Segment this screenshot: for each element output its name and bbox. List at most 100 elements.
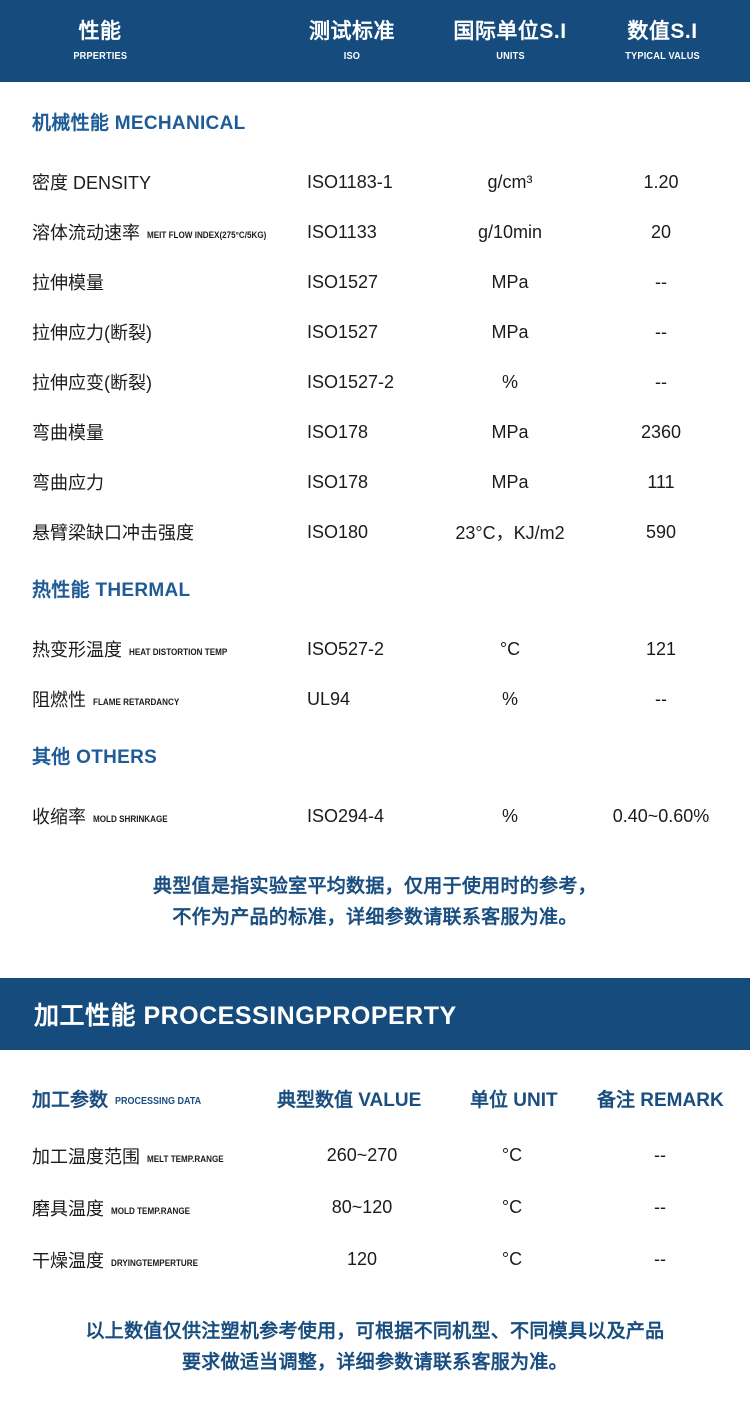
column-header-properties: 性能 PRPERTIES (30, 0, 170, 82)
row-property: 溶体流动速率 MEIT FLOW INDEX(275°C/5KG) (32, 207, 282, 257)
processing-notice-line-2: 要求做适当调整，详细参数请联系客服为准。 (181, 1352, 568, 1374)
table-row: 密度 DENSITY ISO1183-1 g/cm³ 1.20 (0, 157, 750, 207)
row-property: 弯曲模量 (32, 407, 282, 457)
row-property-cn: 阻燃性 (32, 690, 86, 710)
processing-column-header-value: 典型数值 VALUE (277, 1090, 422, 1112)
table-row: 悬臂梁缺口冲击强度 ISO180 23°C，KJ/m2 590 (0, 507, 750, 557)
row-iso: ISO294-4 (307, 805, 385, 826)
row-property-cn: 收缩率 (32, 807, 86, 827)
processing-column-header-unit: 单位 UNIT (470, 1090, 558, 1112)
processing-column-header-param-cn: 加工参数 (32, 1090, 109, 1112)
row-unit: MPa (491, 471, 529, 492)
column-header-iso-en: ISO (343, 51, 361, 63)
processing-row-param-cn: 加工温度范围 (32, 1146, 140, 1167)
column-header-iso-cn: 测试标准 (309, 19, 395, 43)
column-header-properties-cn: 性能 (78, 19, 122, 43)
processing-row-value: 260~270 (326, 1145, 398, 1166)
table-row: 溶体流动速率 MEIT FLOW INDEX(275°C/5KG) ISO113… (0, 207, 750, 257)
row-iso: ISO178 (307, 421, 369, 442)
processing-row-param: 干燥温度 DRYINGTEMPERTURE (32, 1234, 282, 1286)
row-property-cn: 悬臂梁缺口冲击强度 (32, 523, 194, 543)
group-title-others: 其他 OTHERS (32, 747, 158, 768)
row-value: -- (655, 271, 667, 292)
row-unit: °C (499, 638, 521, 659)
row-value: 590 (645, 521, 677, 542)
processing-table-row: 干燥温度 DRYINGTEMPERTURE 120 °C -- (0, 1234, 750, 1286)
processing-row-unit: °C (501, 1145, 523, 1166)
row-property-cn: 溶体流动速率 (32, 223, 140, 243)
processing-row-param: 磨具温度 MOLD TEMP.RANGE (32, 1182, 282, 1234)
row-property: 收缩率 MOLD SHRINKAGE (32, 791, 282, 841)
row-property-cn: 拉伸应变(断裂) (32, 373, 152, 393)
row-value: 111 (647, 471, 675, 492)
row-property-cn: 弯曲模量 (32, 423, 104, 443)
processing-row-remark: -- (654, 1249, 666, 1270)
row-unit: g/cm³ (487, 171, 533, 192)
processing-row-param-en: MOLD TEMP.RANGE (111, 1205, 191, 1216)
table-row: 拉伸应力(断裂) ISO1527 MPa -- (0, 307, 750, 357)
row-unit: 23°C，KJ/m2 (455, 523, 565, 543)
row-iso: ISO1183-1 (307, 171, 393, 192)
processing-table-row: 加工温度范围 MELT TEMP.RANGE 260~270 °C -- (0, 1130, 750, 1182)
row-value: -- (655, 321, 667, 342)
table-row: 弯曲应力 ISO178 MPa 111 (0, 457, 750, 507)
row-property-en: MOLD SHRINKAGE (93, 814, 168, 824)
main-table-notice-line-2: 不作为产品的标准，详细参数请联系客服为准。 (172, 907, 578, 929)
row-unit: MPa (491, 421, 529, 442)
row-property-cn: 密度 DENSITY (32, 173, 152, 193)
row-property-cn: 拉伸应力(断裂) (32, 323, 152, 343)
table-row: 收缩率 MOLD SHRINKAGE ISO294-4 % 0.40~0.60% (0, 791, 750, 841)
processing-column-header-param: 加工参数 PROCESSING DATA (32, 1076, 211, 1122)
processing-row-value: 80~120 (331, 1197, 393, 1218)
row-property: 弯曲应力 (32, 457, 282, 507)
row-property: 悬臂梁缺口冲击强度 (32, 507, 282, 557)
row-value: 20 (650, 221, 672, 242)
row-value: 121 (645, 638, 677, 659)
processing-row-value: 120 (346, 1249, 378, 1270)
table-row: 热变形温度 HEAT DISTORTION TEMP ISO527-2 °C 1… (0, 624, 750, 674)
processing-column-header-param-en: PROCESSING DATA (115, 1096, 202, 1108)
processing-row-unit: °C (501, 1249, 523, 1270)
row-iso: ISO1133 (307, 221, 377, 242)
row-unit: g/10min (477, 221, 543, 242)
column-header-iso: 测试标准 ISO (282, 0, 422, 82)
row-iso: ISO1527-2 (307, 371, 395, 392)
row-iso: UL94 (307, 688, 351, 709)
group-title-thermal: 热性能 THERMAL (32, 580, 191, 601)
processing-row-remark: -- (654, 1197, 666, 1218)
properties-table-header: 性能 PRPERTIES 测试标准 ISO 国际单位S.I UNITS 数值S.… (0, 0, 750, 82)
column-header-typical-value: 数值S.I TYPICAL VALUS (590, 0, 735, 82)
row-property-cn: 热变形温度 (32, 640, 122, 660)
row-iso: ISO1527 (307, 321, 379, 342)
processing-row-remark: -- (654, 1145, 666, 1166)
table-row: 弯曲模量 ISO178 MPa 2360 (0, 407, 750, 457)
table-row: 拉伸模量 ISO1527 MPa -- (0, 257, 750, 307)
row-property-cn: 弯曲应力 (32, 473, 104, 493)
row-property: 阻燃性 FLAME RETARDANCY (32, 674, 282, 724)
row-value: -- (655, 371, 667, 392)
row-iso: ISO527-2 (307, 638, 385, 659)
column-header-properties-en: PRPERTIES (73, 51, 127, 63)
processing-table-header: 加工参数 PROCESSING DATA 典型数值 VALUE 单位 UNIT … (0, 1076, 750, 1122)
row-property-en: FLAME RETARDANCY (93, 697, 180, 707)
row-iso: ISO180 (307, 521, 369, 542)
processing-row-param: 加工温度范围 MELT TEMP.RANGE (32, 1130, 282, 1182)
row-property: 拉伸模量 (32, 257, 282, 307)
group-title-mechanical: 机械性能 MECHANICAL (32, 113, 246, 134)
processing-row-param-cn: 磨具温度 (32, 1198, 104, 1219)
row-property: 密度 DENSITY (32, 157, 282, 207)
column-header-units-en: UNITS (495, 51, 525, 63)
row-property-en: MEIT FLOW INDEX(275°C/5KG) (147, 230, 267, 240)
row-value: 2360 (640, 421, 682, 442)
processing-property-title: 加工性能 PROCESSINGPROPERTY (34, 1001, 457, 1030)
column-header-units: 国际单位S.I UNITS (440, 0, 580, 82)
row-unit: % (501, 805, 518, 826)
row-unit: MPa (491, 271, 529, 292)
processing-row-param-en: DRYINGTEMPERTURE (111, 1257, 199, 1268)
processing-column-header-remark: 备注 REMARK (597, 1090, 724, 1112)
row-value: -- (655, 688, 667, 709)
row-unit: % (501, 371, 518, 392)
column-header-typical-value-cn: 数值S.I (627, 19, 698, 43)
main-table-notice-line-1: 典型值是指实验室平均数据，仅用于使用时的参考， (153, 876, 597, 897)
processing-row-param-en: MELT TEMP.RANGE (147, 1153, 224, 1164)
